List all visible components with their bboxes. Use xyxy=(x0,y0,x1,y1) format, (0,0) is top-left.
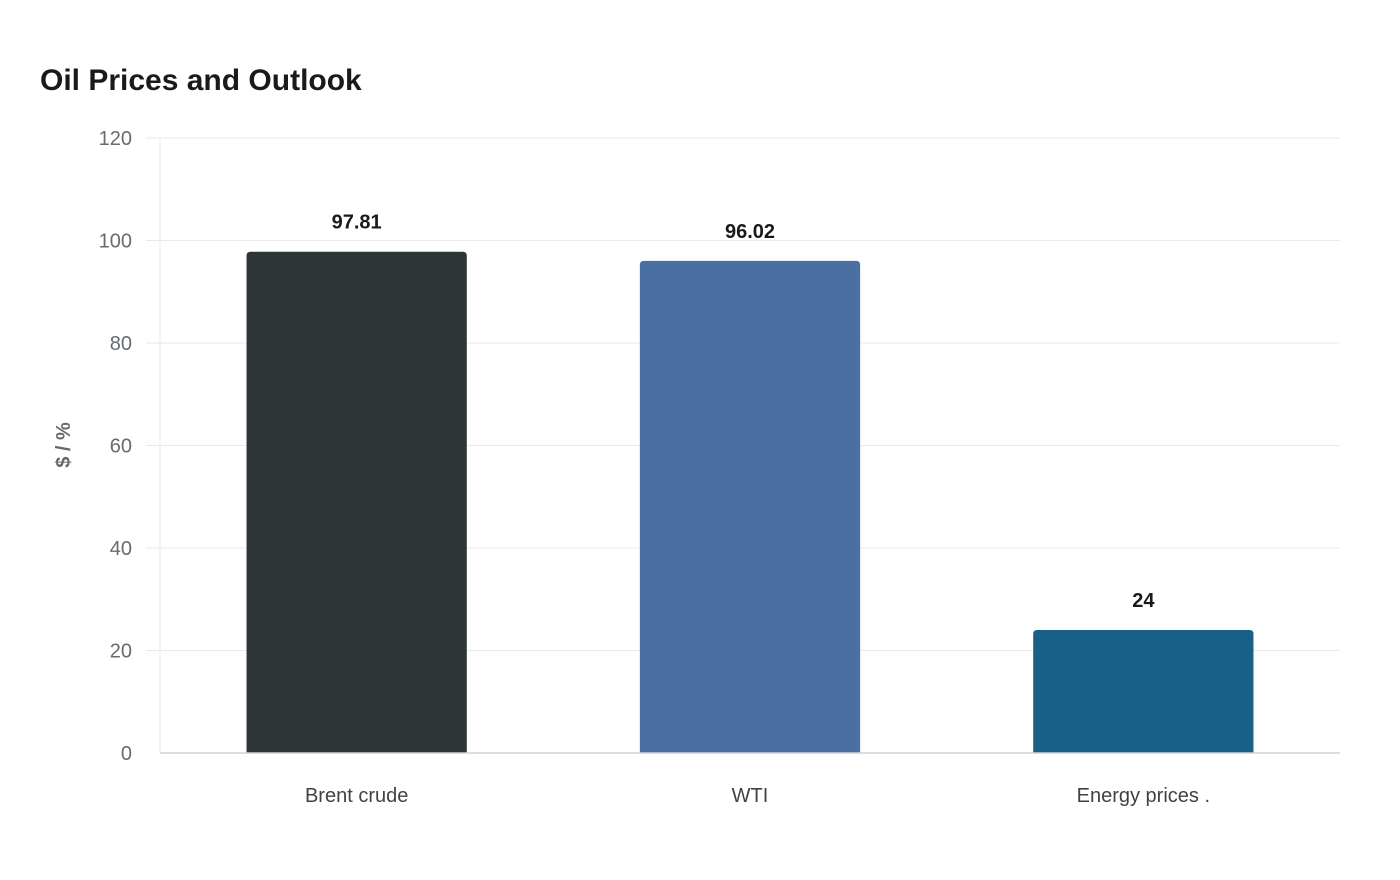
bars xyxy=(246,251,1254,753)
data-label: 24 xyxy=(1132,590,1155,612)
x-tick-label: Brent crude xyxy=(305,785,408,807)
y-tick-label: 80 xyxy=(110,333,132,355)
x-tick-label: Energy prices . xyxy=(1077,785,1210,807)
y-tick-label: 100 xyxy=(99,231,132,253)
y-axis-title: $ / % xyxy=(53,422,75,468)
chart-title: Oil Prices and Outlook xyxy=(40,64,362,97)
y-tick-label: 40 xyxy=(110,538,132,560)
bar-energy-prices xyxy=(1033,630,1254,753)
axes xyxy=(159,138,1340,754)
y-tick-label: 0 xyxy=(121,743,132,765)
bar-brent-crude xyxy=(246,251,467,753)
data-label: 97.81 xyxy=(332,212,382,234)
y-tick-label: 20 xyxy=(110,641,132,663)
labels: 0 20 40 60 80 100 120 97.81 Brent crude 96.02 WTI 2… xyxy=(99,128,1210,807)
x-tick-label: WTI xyxy=(732,785,769,807)
data-label: 96.02 xyxy=(725,221,775,243)
y-tick-label: 120 xyxy=(99,128,132,150)
bar-wti xyxy=(639,260,861,753)
y-tick-label: 60 xyxy=(110,436,132,458)
